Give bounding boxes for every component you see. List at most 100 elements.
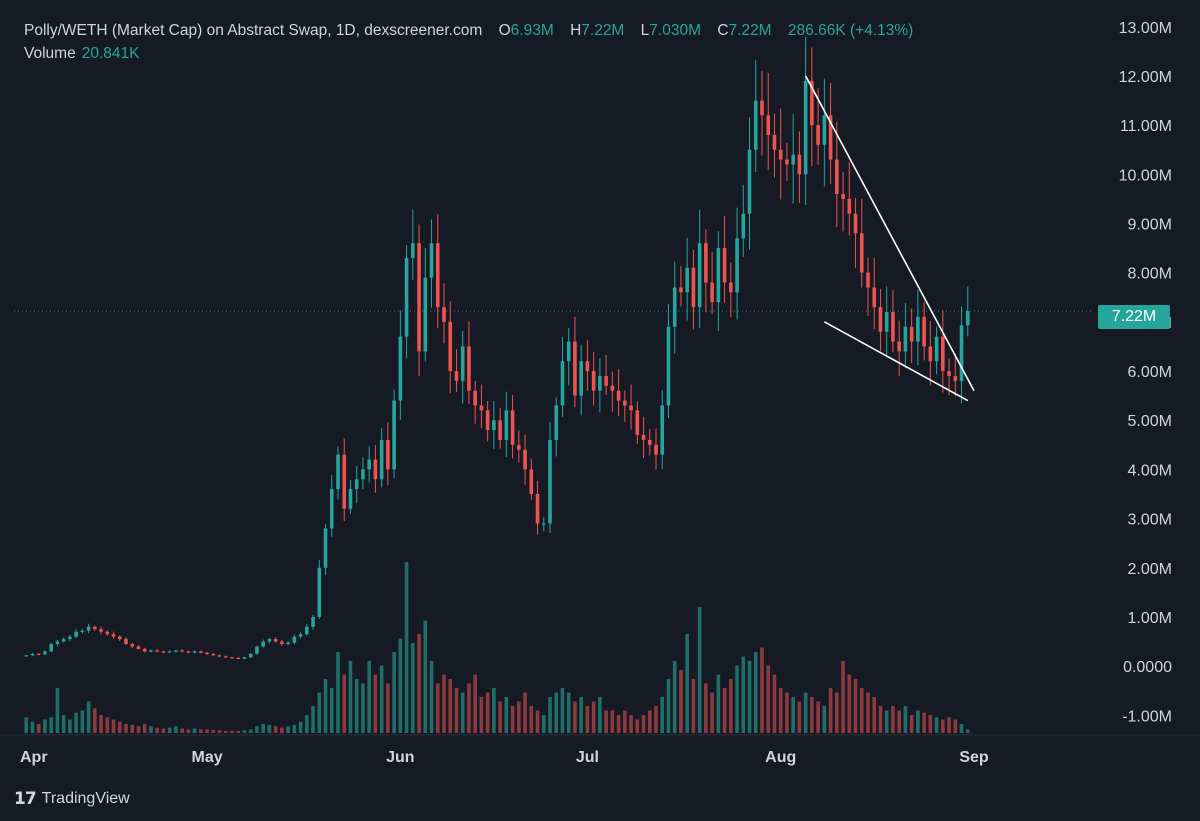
volume-bar <box>735 665 739 733</box>
volume-bar <box>847 674 852 733</box>
volume-bar <box>672 661 677 733</box>
candle-body <box>598 375 602 391</box>
volume-bar <box>810 697 814 733</box>
x-tick-label: Aug <box>765 749 796 766</box>
y-tick-label: 4.00M <box>1128 462 1172 479</box>
volume-bar <box>566 692 571 733</box>
candle-body <box>417 243 421 352</box>
volume-bar <box>124 724 128 733</box>
candle-body <box>903 326 908 352</box>
volume-bar <box>903 706 908 733</box>
candle-body <box>716 248 721 303</box>
candle-body <box>685 267 689 293</box>
candle-body <box>934 336 939 362</box>
y-tick-label: 12.00M <box>1119 69 1172 86</box>
candle-body <box>710 282 714 303</box>
x-tick-label: Apr <box>20 749 48 766</box>
candle-body <box>803 80 808 175</box>
candle-body <box>485 410 490 431</box>
volume-bar <box>878 706 883 733</box>
volume-bar <box>635 719 640 733</box>
y-tick-label: 6.00M <box>1128 364 1172 381</box>
volume-header: Volume 20.841K <box>24 45 139 63</box>
volume-label: Volume <box>24 45 76 62</box>
candle-body <box>697 243 702 308</box>
y-tick-label: -1.00M <box>1122 708 1172 725</box>
candle-body <box>460 346 465 381</box>
volume-bar <box>479 697 484 733</box>
volume-bar <box>354 679 359 733</box>
volume-bar <box>722 688 727 733</box>
candle-body <box>866 272 870 288</box>
candle-body <box>654 444 658 455</box>
volume-bar <box>909 715 914 733</box>
candle-body <box>43 651 47 655</box>
volume-bar <box>86 701 91 733</box>
candle-body <box>965 311 970 326</box>
volume-bar <box>816 701 820 733</box>
volume-bar <box>922 712 926 733</box>
candle-body <box>86 626 91 631</box>
tradingview-branding[interactable]: 𝟭𝟳 TradingView <box>14 789 130 809</box>
volume-bar <box>404 562 409 733</box>
candle-body <box>336 454 340 490</box>
candle-body <box>205 652 209 655</box>
volume-bar <box>248 729 253 733</box>
candle-body <box>211 653 216 656</box>
volume-bar <box>30 721 35 733</box>
candle-body <box>99 629 103 632</box>
volume-bar <box>373 674 378 733</box>
candle-body <box>666 326 671 406</box>
volume-bar <box>797 701 802 733</box>
candle-body <box>810 80 814 126</box>
candle-body <box>323 528 328 568</box>
volume-bar <box>267 724 272 733</box>
candle-body <box>317 567 322 617</box>
volume-bar <box>261 724 265 733</box>
candle-body <box>248 653 253 658</box>
candle-body <box>236 657 241 659</box>
volume-bar <box>286 726 290 733</box>
volume-bar <box>442 674 446 733</box>
volume-bar <box>467 683 471 733</box>
y-tick-label: 9.00M <box>1128 216 1172 233</box>
candle-body <box>342 454 347 509</box>
candle-body <box>392 400 396 470</box>
candle-body <box>660 405 665 455</box>
volume-bar <box>242 730 247 733</box>
candle-body <box>610 385 615 391</box>
candle-body <box>847 198 852 214</box>
candle-body <box>373 459 378 480</box>
low-value: 7.030M <box>649 22 701 39</box>
candle-body <box>68 636 72 640</box>
volume-bar <box>965 729 970 733</box>
candle-body <box>953 375 958 381</box>
candle-body <box>354 479 359 490</box>
candle-body <box>704 243 708 283</box>
candle-body <box>367 459 371 470</box>
volume-bar <box>217 730 222 733</box>
candle-body <box>672 287 677 327</box>
volume-bar <box>174 726 178 733</box>
candle-body <box>548 439 552 524</box>
y-tick-label: 8.00M <box>1128 266 1172 283</box>
candle-body <box>797 154 802 175</box>
candle-body <box>785 159 789 165</box>
volume-bar <box>74 712 78 733</box>
x-tick-label: Jul <box>576 749 599 766</box>
candle-body <box>192 651 197 653</box>
candle-body <box>273 639 278 642</box>
candle-body <box>729 282 733 293</box>
candle-body <box>130 644 135 647</box>
volume-bar <box>953 719 958 733</box>
candle-body <box>604 375 608 386</box>
candle-body <box>286 642 290 645</box>
volume-bar <box>80 710 85 733</box>
candle-body <box>454 371 459 381</box>
high-value: 7.22M <box>581 22 625 39</box>
volume-bar <box>822 706 827 733</box>
close-value: 7.22M <box>728 22 772 39</box>
candle-body <box>361 469 365 480</box>
